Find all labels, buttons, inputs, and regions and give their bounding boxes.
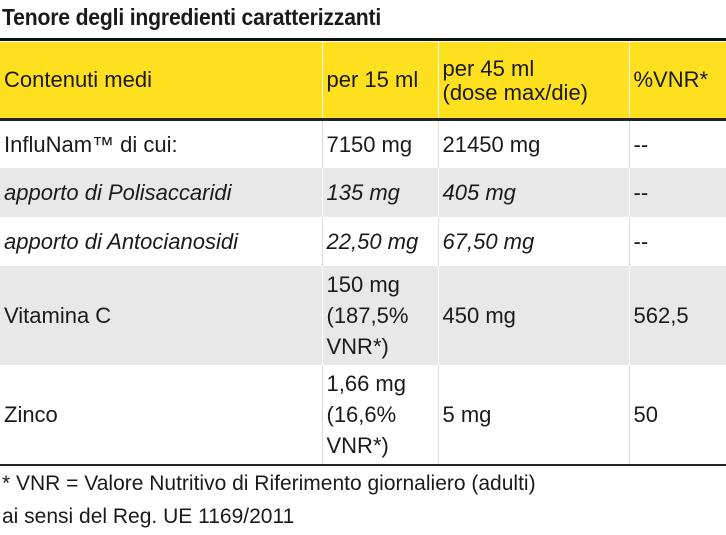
cell-name: Vitamina C [4, 303, 112, 328]
table-row: Vitamina C 150 mg (187,5% VNR*) 450 mg 5… [0, 266, 726, 365]
cell-per-15ml-line3: VNR*) [326, 334, 389, 359]
table-row: InfluNam™ di cui: 7150 mg 21450 mg -- [0, 119, 726, 168]
table-header-row: Contenuti medi per 15 ml per 45 ml (dose… [0, 42, 726, 121]
cell-per-45ml: 450 mg [437, 266, 629, 365]
cell-vnr: 562,5 [628, 266, 726, 365]
cell-name: apporto di Antocianosidi [4, 229, 239, 254]
cell-per-15ml-line3: VNR*) [326, 433, 389, 458]
cell-per-45ml: 67,50 mg [437, 217, 629, 266]
title-divider [0, 38, 726, 41]
cell-name: Zinco [4, 402, 58, 427]
header-contents: Contenuti medi [0, 42, 322, 121]
cell-per-15ml-line2: (16,6% [326, 402, 397, 427]
header-vnr: %VNR* [628, 42, 726, 121]
cell-per-15ml-line1: 1,66 mg [326, 371, 407, 396]
header-per-15ml: per 15 ml [321, 42, 438, 121]
cell-vnr: -- [628, 217, 726, 266]
header-per-45ml-line1: per 45 ml [442, 55, 535, 81]
footnote: * VNR = Valore Nutritivo di Riferimento … [2, 467, 536, 533]
cell-vnr: -- [628, 168, 726, 217]
header-per-45ml: per 45 ml (dose max/die) [437, 42, 629, 121]
table-row: apporto di Polisaccaridi 135 mg 405 mg -… [0, 168, 726, 217]
cell-per-15ml-line2: (187,5% [326, 303, 409, 328]
cell-per-15ml: 22,50 mg [321, 217, 438, 266]
cell-per-15ml-line1: 150 mg [326, 272, 400, 297]
cell-per-45ml: 405 mg [437, 168, 629, 217]
cell-per-45ml: 21450 mg [437, 119, 629, 168]
header-per-45ml-line2: (dose max/die) [442, 79, 589, 105]
cell-name: apporto di Polisaccaridi [4, 180, 232, 205]
ingredients-table: Contenuti medi per 15 ml per 45 ml (dose… [0, 42, 726, 466]
footnote-line2: ai sensi del Reg. UE 1169/2011 [2, 505, 295, 528]
cell-per-15ml: 1,66 mg (16,6% VNR*) [321, 365, 438, 465]
footnote-line1: * VNR = Valore Nutritivo di Riferimento … [2, 472, 536, 495]
cell-vnr: 50 [628, 365, 726, 465]
table-row: Zinco 1,66 mg (16,6% VNR*) 5 mg 50 [0, 365, 726, 465]
cell-per-45ml: 5 mg [437, 365, 629, 465]
cell-per-15ml: 7150 mg [321, 119, 438, 168]
table-row: apporto di Antocianosidi 22,50 mg 67,50 … [0, 217, 726, 266]
cell-per-15ml: 150 mg (187,5% VNR*) [321, 266, 438, 365]
table-title: Tenore degli ingredienti caratterizzanti [2, 4, 382, 30]
cell-per-15ml: 135 mg [321, 168, 438, 217]
cell-vnr: -- [628, 119, 726, 168]
cell-name: InfluNam™ di cui: [4, 131, 178, 157]
